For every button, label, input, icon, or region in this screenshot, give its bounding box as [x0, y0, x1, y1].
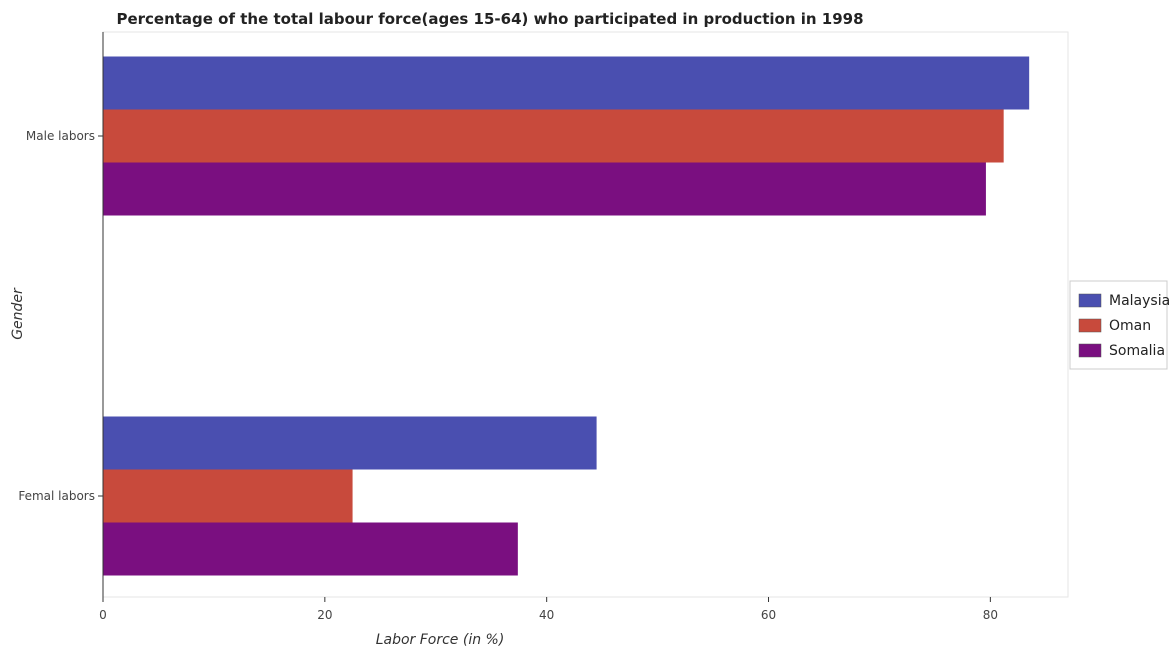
- bar-oman-femal-labors: [103, 469, 353, 523]
- legend-swatch-somalia: [1078, 343, 1102, 358]
- bar-somalia-male-labors: [103, 162, 986, 216]
- legend-label-oman: Oman: [1109, 318, 1151, 334]
- y-tick-label: Male labors: [26, 129, 95, 143]
- y-axis-label: Gender: [10, 287, 26, 340]
- x-tick-label: 80: [983, 608, 998, 622]
- legend-swatch-oman: [1078, 318, 1102, 333]
- bar-somalia-femal-labors: [103, 522, 518, 576]
- bar-oman-male-labors: [103, 109, 1004, 163]
- x-tick-label: 20: [317, 608, 332, 622]
- legend: Malaysia Oman Somalia: [1069, 280, 1170, 370]
- legend-swatch-malaysia: [1078, 293, 1102, 308]
- x-axis-label: Labor Force (in %): [376, 632, 505, 648]
- chart-title: Percentage of the total labour force(age…: [116, 10, 863, 28]
- x-tick-label: 40: [539, 608, 554, 622]
- bar-malaysia-femal-labors: [103, 416, 597, 470]
- legend-label-malaysia: Malaysia: [1109, 293, 1170, 309]
- x-tick-label: 60: [761, 608, 776, 622]
- legend-label-somalia: Somalia: [1109, 343, 1165, 359]
- y-tick-label: Femal labors: [18, 489, 95, 503]
- bar-malaysia-male-labors: [103, 56, 1030, 110]
- x-tick-label: 0: [99, 608, 107, 622]
